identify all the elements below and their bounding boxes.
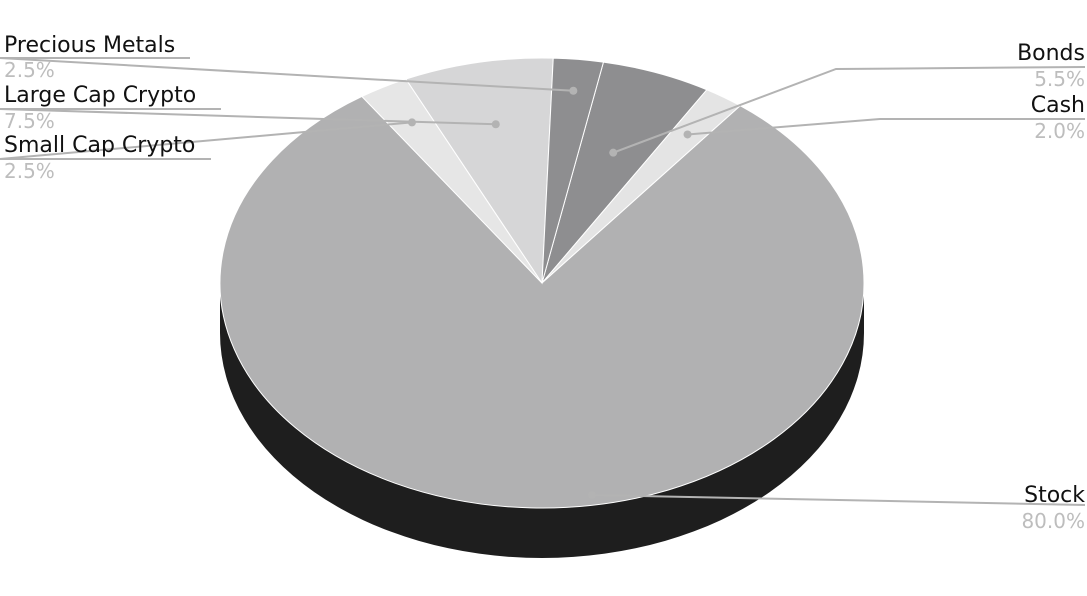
pie-side-extrusion bbox=[220, 283, 864, 558]
slice-percent-bonds: 5.5% bbox=[1034, 67, 1085, 91]
slice-percent-stock: 80.0% bbox=[1021, 509, 1085, 533]
pie-slice-large-cap-crypto[interactable] bbox=[405, 57, 554, 285]
slice-percent-precious-metals: 2.5% bbox=[4, 58, 55, 82]
slice-percent-large-cap-crypto: 7.5% bbox=[4, 109, 55, 133]
pie-slice-precious-metals[interactable] bbox=[541, 57, 605, 284]
slice-label-stock: Stock bbox=[1024, 483, 1085, 508]
slice-label-small-cap-crypto: Small Cap Crypto bbox=[4, 133, 195, 158]
slice-percent-cash: 2.0% bbox=[1034, 119, 1085, 143]
leader-line-precious-metals bbox=[0, 57, 574, 92]
leader-line-stock bbox=[591, 494, 1086, 506]
slice-percent-small-cap-crypto: 2.5% bbox=[4, 159, 55, 183]
slice-label-precious-metals: Precious Metals bbox=[4, 33, 175, 58]
slice-label-large-cap-crypto: Large Cap Crypto bbox=[4, 83, 196, 108]
leader-dot-bonds bbox=[609, 148, 618, 157]
leader-dot-cash bbox=[683, 130, 692, 139]
slice-label-cash: Cash bbox=[1031, 93, 1085, 118]
leader-line-large-cap-crypto bbox=[0, 108, 496, 126]
leader-dot-stock bbox=[588, 491, 596, 499]
leader-line-small-cap-crypto bbox=[0, 121, 413, 160]
slice-label-bonds: Bonds bbox=[1017, 41, 1085, 66]
leader-dot-precious-metals bbox=[569, 86, 578, 95]
pie-slices bbox=[219, 57, 865, 509]
leader-line-bonds bbox=[612, 66, 1086, 154]
leader-line-cash bbox=[687, 118, 1085, 136]
leader-dot-large-cap-crypto bbox=[491, 120, 500, 129]
pie-slice-stock[interactable] bbox=[219, 95, 865, 509]
